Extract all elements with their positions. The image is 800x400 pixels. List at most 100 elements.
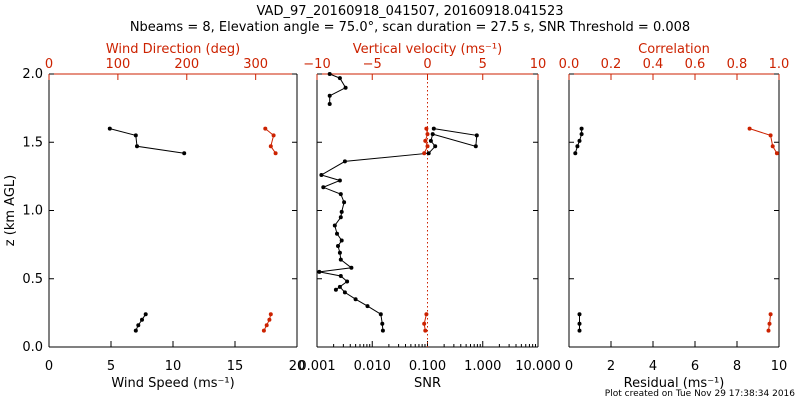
x-tick-label: 5 <box>107 359 115 374</box>
x-axis-label: Residual (ms⁻¹) <box>624 376 725 391</box>
x-tick-label: 0 <box>45 359 53 374</box>
wind-speed-point <box>182 151 187 156</box>
top-tick-label: −10 <box>303 57 330 72</box>
top-tick-label: 300 <box>243 57 268 72</box>
snr-point <box>336 244 340 248</box>
x-tick-label: 10 <box>771 359 788 374</box>
top-tick-label: 0 <box>423 57 431 72</box>
vertical-velocity-point <box>424 312 429 317</box>
plot-footer: Plot created on Tue Nov 29 17:38:34 2016 <box>605 389 795 399</box>
wind-speed-point <box>133 328 138 333</box>
snr-point <box>339 209 344 214</box>
correlation-point <box>766 328 771 333</box>
snr-point <box>342 290 347 295</box>
top-tick-label: 100 <box>105 57 130 72</box>
y-tick-label: 2.0 <box>22 67 43 82</box>
x-tick-label: 8 <box>733 359 741 374</box>
snr-point <box>474 133 479 138</box>
residual-point <box>579 126 584 131</box>
x-tick-label: 0.010 <box>354 359 391 374</box>
x-tick-label: 15 <box>227 359 244 374</box>
snr-point <box>337 76 342 81</box>
snr-point <box>335 231 339 236</box>
residual-point <box>579 132 584 137</box>
snr-point <box>339 238 344 243</box>
top-tick-label: 0.8 <box>727 57 748 72</box>
snr-point <box>353 297 358 302</box>
snr-point <box>473 144 478 149</box>
snr-point <box>343 85 348 90</box>
wind-direction-point <box>268 312 273 317</box>
snr-point <box>332 223 337 228</box>
vertical-velocity-point <box>422 321 427 326</box>
snr-point <box>317 269 322 274</box>
figure-title-line2: Nbeams = 8, Elevation angle = 75.0°, sca… <box>130 20 690 35</box>
x-tick-label: 20 <box>289 359 306 374</box>
wind-direction-point <box>273 151 278 156</box>
wind-direction-point <box>264 323 269 328</box>
snr-point <box>321 185 326 190</box>
top-tick-label: −5 <box>363 57 382 72</box>
snr-point <box>342 159 347 164</box>
snr-point <box>338 215 343 220</box>
correlation-line <box>749 128 778 154</box>
snr-point <box>380 328 385 333</box>
top-tick-label: 0.0 <box>559 57 580 72</box>
snr-point <box>426 151 431 156</box>
snr-point <box>345 279 350 284</box>
wind-panel: 0.0 0.5 1.0 1.5 2.0 z (km AGL) 0 5 10 15 20 Wind Sp… <box>3 42 305 391</box>
snr-point <box>378 312 383 317</box>
snr-point <box>431 126 436 131</box>
snr-point <box>327 72 332 76</box>
top-tick-label: 10 <box>530 57 547 72</box>
wind-speed-point <box>140 317 144 322</box>
y-tick-label: 0.5 <box>22 272 43 287</box>
vertical-velocity-point <box>424 126 429 131</box>
residual-point <box>577 328 582 333</box>
wind-direction-line <box>263 314 272 331</box>
top-axis-label: Vertical velocity (ms⁻¹) <box>353 42 502 57</box>
wind-direction-point <box>268 144 273 149</box>
snr-point <box>380 321 385 326</box>
snr-point <box>342 200 347 205</box>
snr-point <box>338 274 343 278</box>
snr-point <box>327 93 332 98</box>
x-tick-label: 10.000 <box>515 359 561 374</box>
correlation-point <box>747 126 752 131</box>
snr-point <box>319 173 324 177</box>
snr-point <box>338 257 343 262</box>
top-tick-label: 0.6 <box>685 57 706 72</box>
snr-point <box>365 304 370 309</box>
snr-point <box>428 138 433 143</box>
correlation-point <box>767 321 772 326</box>
x-tick-label: 2 <box>607 359 615 374</box>
correlation-point <box>774 151 779 156</box>
top-tick-label: 0.2 <box>601 57 622 72</box>
wind-speed-point <box>107 126 112 131</box>
vertical-velocity-point <box>423 138 428 143</box>
snr-point <box>338 192 343 197</box>
residual-point <box>577 321 582 326</box>
snr-line <box>329 73 347 104</box>
top-axis-label: Wind Direction (deg) <box>106 42 240 57</box>
y-tick-label: 1.5 <box>22 135 43 150</box>
residual-panel: 0 2 4 6 8 10 Residual (ms⁻¹) 0.0 0.2 0.4 0.6 0.8 1.0… <box>559 42 790 391</box>
snr-panel: 0.001 0.010 0.100 1.000 10.000 SNR −10 −5 0 5 10 Ve… <box>298 42 560 391</box>
y-axis-label: z (km AGL) <box>3 175 18 246</box>
wind-speed-point <box>133 133 138 138</box>
vertical-velocity-point <box>425 132 430 137</box>
snr-line <box>319 128 478 331</box>
top-tick-label: 0.4 <box>643 57 664 72</box>
top-tick-label: 200 <box>174 57 199 72</box>
y-tick-label: 1.0 <box>22 204 43 219</box>
x-tick-label: 0.100 <box>409 359 446 374</box>
residual-point <box>577 138 582 143</box>
wind-speed-line <box>135 313 147 331</box>
x-axis-label: Wind Speed (ms⁻¹) <box>111 376 234 391</box>
x-tick-label: 6 <box>691 359 699 374</box>
snr-point <box>337 178 342 183</box>
wind-direction-line <box>264 128 277 154</box>
snr-point <box>349 265 354 270</box>
top-tick-label: 1.0 <box>769 57 790 72</box>
